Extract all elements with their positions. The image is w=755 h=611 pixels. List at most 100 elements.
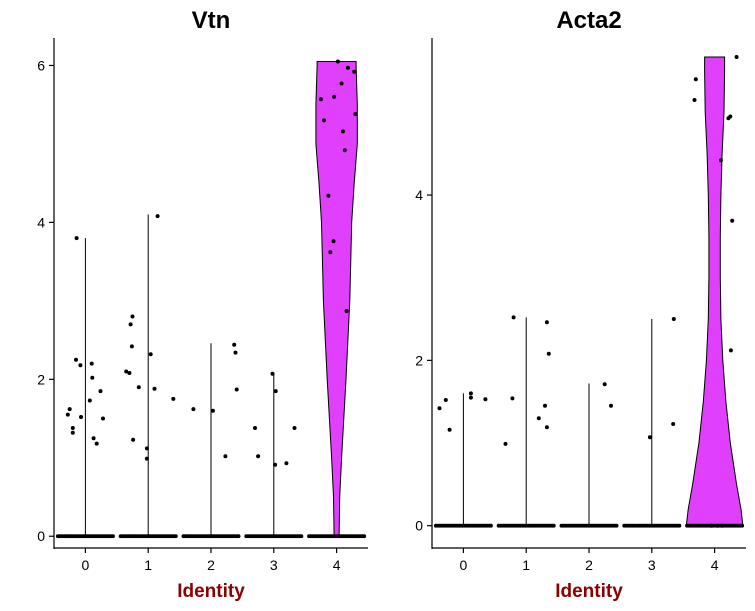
data-point [234, 387, 239, 392]
data-point [210, 408, 215, 413]
data-point [79, 415, 83, 419]
data-point [70, 430, 75, 435]
panel-acta2: Acta2 Identity 0 2 4 0 1 2 3 4 [415, 7, 746, 602]
data-point [65, 412, 70, 417]
data-point [148, 352, 153, 357]
data-point [128, 322, 133, 327]
data-point [98, 389, 103, 394]
data-point [130, 314, 135, 319]
data-point [715, 523, 720, 528]
data-point [709, 523, 714, 528]
zero-point [489, 523, 493, 528]
data-point [339, 81, 344, 86]
data-point [91, 436, 96, 441]
y-tick-label: 4 [37, 214, 45, 230]
data-point [344, 309, 349, 313]
data-point [352, 69, 357, 74]
data-point [734, 55, 739, 59]
data-point [536, 416, 541, 421]
data-point [127, 371, 132, 375]
data-point [693, 77, 698, 82]
data-point [171, 396, 176, 401]
y-tick-label: 2 [415, 352, 423, 368]
data-point [647, 435, 652, 440]
data-point [671, 317, 676, 321]
data-point [87, 398, 92, 403]
zero-point [362, 534, 367, 539]
data-point [720, 523, 725, 528]
data-point [144, 446, 149, 451]
data-point [152, 386, 157, 391]
data-point [718, 158, 723, 163]
x-tick-label: 3 [270, 557, 278, 573]
data-point [331, 239, 336, 244]
data-point [503, 441, 508, 446]
data-point [345, 65, 350, 70]
zero-point [614, 523, 619, 528]
data-point [191, 407, 196, 412]
chart-title: Vtn [192, 7, 231, 34]
zero-point [111, 534, 115, 539]
data-point [90, 375, 95, 380]
data-point [483, 397, 488, 402]
data-point [692, 98, 697, 102]
violin-4 [685, 56, 744, 527]
panel-vtn: Vtn Identity 0 2 4 6 0 1 2 3 4 [37, 7, 368, 602]
data-point [124, 369, 129, 374]
data-point [131, 437, 136, 442]
data-point [270, 371, 275, 376]
data-point [292, 426, 297, 430]
data-point [273, 389, 278, 394]
data-point [728, 114, 733, 119]
y-tick-label: 0 [415, 518, 423, 534]
y-tick-label: 0 [37, 528, 45, 544]
data-point [78, 363, 83, 368]
data-point [223, 454, 228, 459]
data-point [94, 441, 99, 446]
data-point [322, 118, 326, 123]
data-point [256, 454, 261, 459]
x-tick-label: 3 [648, 557, 656, 573]
x-tick-label: 1 [522, 557, 530, 573]
data-point [437, 406, 442, 411]
data-point [342, 148, 347, 153]
data-point [284, 461, 289, 466]
data-point [326, 193, 331, 198]
data-point [74, 357, 78, 362]
data-point [67, 407, 72, 412]
data-point [318, 97, 323, 102]
zero-point [299, 534, 304, 539]
x-axis-label: Identity [555, 581, 623, 602]
data-point [340, 129, 345, 134]
data-point [335, 59, 340, 64]
zero-point [173, 534, 178, 539]
data-point [468, 395, 473, 400]
x-tick-label: 2 [207, 557, 215, 573]
zero-point [740, 523, 745, 528]
y-tick-label: 4 [415, 187, 423, 203]
data-point [544, 320, 549, 325]
data-point [328, 250, 333, 255]
x-tick-label: 0 [82, 557, 90, 573]
data-point [89, 361, 94, 366]
data-point [144, 456, 149, 461]
data-point [511, 315, 516, 320]
data-point [510, 396, 515, 401]
data-point [609, 403, 613, 408]
data-point [233, 350, 238, 355]
data-point [232, 342, 237, 347]
violin-4 [315, 61, 358, 537]
zero-point [677, 523, 682, 528]
data-point [447, 427, 452, 432]
data-point [273, 462, 278, 467]
data-point [101, 416, 105, 421]
zero-point [236, 534, 241, 539]
x-tick-label: 1 [144, 557, 152, 573]
y-tick-label: 2 [37, 371, 45, 387]
x-axis-label: Identity [177, 581, 245, 602]
data-point [129, 344, 134, 349]
data-point [136, 385, 141, 390]
data-point [443, 398, 448, 402]
x-tick-label: 4 [333, 557, 341, 573]
data-point [543, 403, 547, 408]
